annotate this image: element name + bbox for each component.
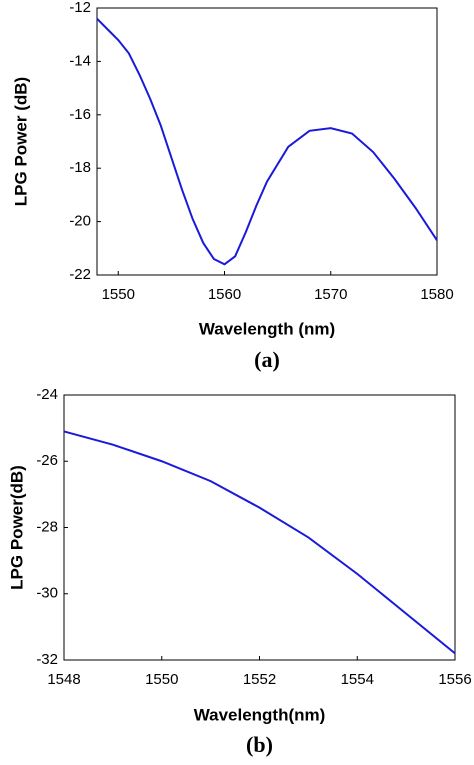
x-axis-label: Wavelength(nm) [194, 705, 326, 724]
x-tick-label: 1552 [243, 671, 276, 688]
x-tick-label: 1556 [438, 671, 471, 688]
y-tick-label: -30 [36, 585, 58, 602]
y-tick-label: -14 [69, 52, 91, 69]
y-axis-label: LPG Power(dB) [7, 465, 26, 590]
caption: (b) [246, 732, 273, 757]
y-tick-label: -22 [69, 266, 91, 283]
y-tick-label: -28 [36, 518, 58, 535]
y-axis-label: LPG Power (dB) [11, 77, 30, 206]
x-tick-label: 1550 [145, 671, 178, 688]
y-tick-label: -18 [69, 159, 91, 176]
plot-frame [63, 394, 456, 661]
x-tick-label: 1550 [102, 286, 135, 303]
y-tick-label: -12 [69, 0, 91, 16]
x-tick-label: 1560 [208, 286, 241, 303]
y-tick-label: -20 [69, 213, 91, 230]
y-tick-label: -32 [36, 651, 58, 668]
x-tick-label: 1554 [341, 671, 374, 688]
x-tick-label: 1570 [314, 286, 347, 303]
line [96, 17, 438, 266]
y-tick-label: -16 [69, 106, 91, 123]
y-tick-label: -24 [36, 386, 58, 403]
plot-frame [96, 7, 438, 276]
line [63, 430, 456, 655]
y-tick-label: -26 [36, 452, 58, 469]
x-tick-label: 1548 [47, 671, 80, 688]
x-axis-label: Wavelength (nm) [199, 319, 335, 338]
x-tick-label: 1580 [420, 286, 453, 303]
caption: (a) [254, 347, 280, 372]
